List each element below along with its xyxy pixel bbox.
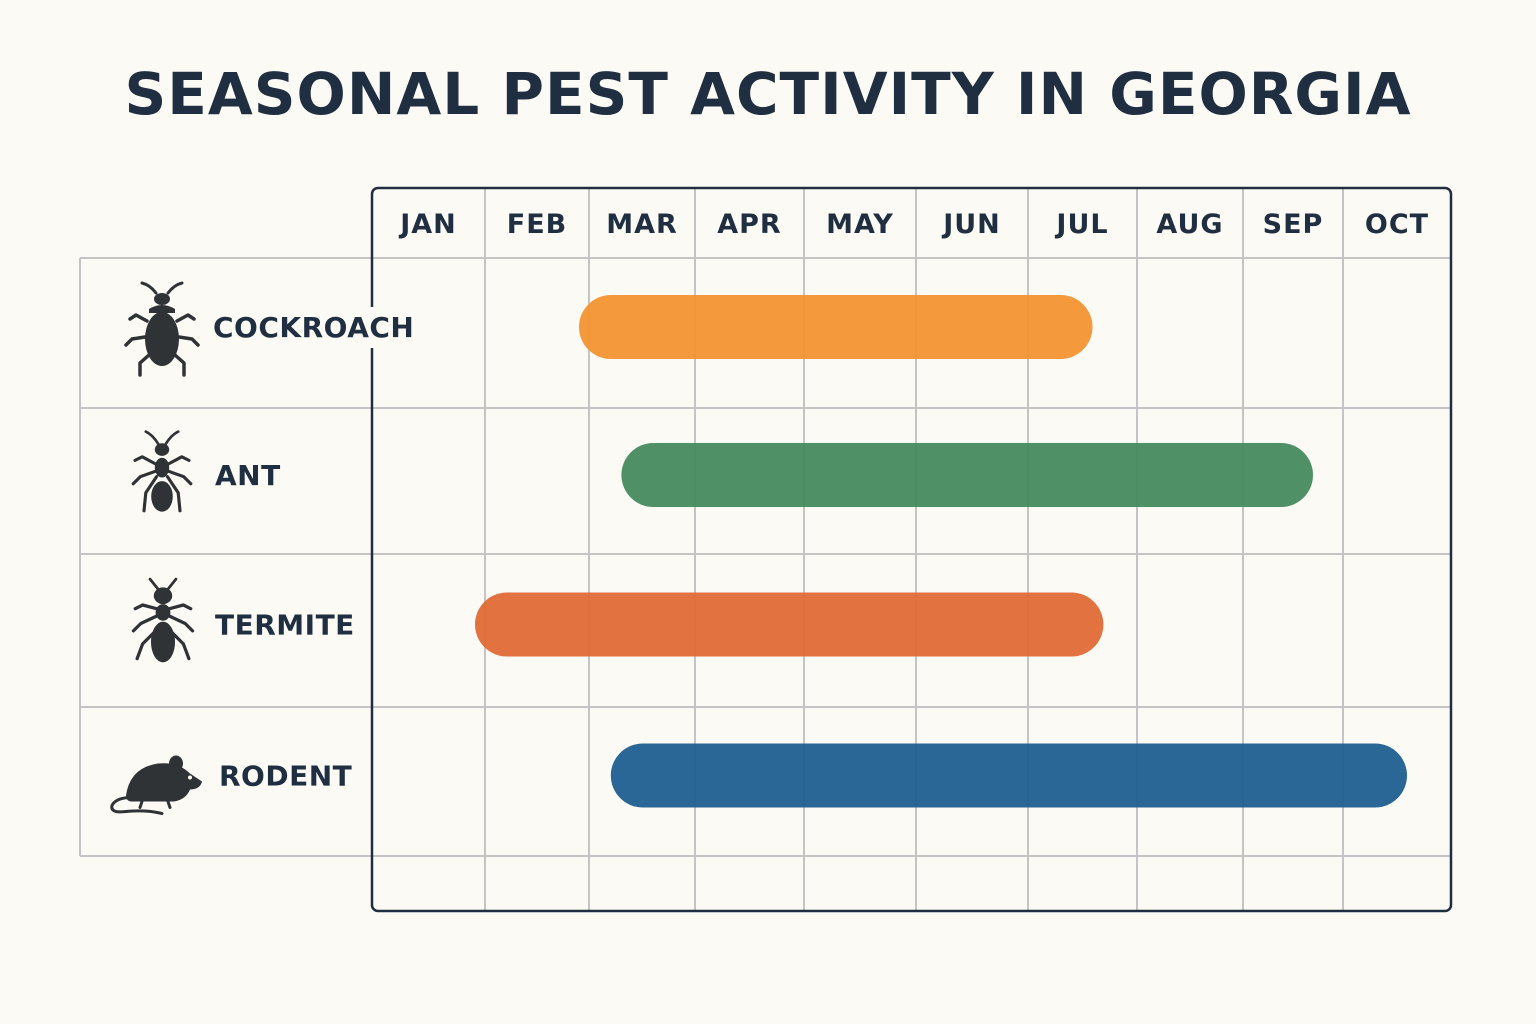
bar-ant (621, 443, 1313, 507)
ant-icon (131, 429, 193, 514)
bar-cockroach (579, 295, 1093, 359)
chart-frame (370, 186, 1453, 913)
chart-title: SEASONAL PEST ACTIVITY IN GEORGIA (124, 60, 1412, 128)
month-label-jul: JUL (1054, 209, 1108, 240)
month-label-apr: APR (717, 209, 781, 240)
month-label-may: MAY (826, 209, 894, 240)
label-mask (369, 307, 420, 348)
pest-label-cockroach: COCKROACH (213, 311, 414, 344)
pest-label-ant: ANT (215, 459, 281, 492)
month-label-jan: JAN (398, 209, 457, 240)
cockroach-icon (124, 281, 200, 377)
month-label-mar: MAR (606, 209, 678, 240)
pest-label-termite: TERMITE (215, 609, 355, 642)
month-label-feb: FEB (507, 209, 567, 240)
chart-border (370, 186, 1453, 913)
month-label-sep: SEP (1263, 209, 1324, 240)
month-label-oct: OCT (1365, 209, 1429, 240)
pest-label-rodent: RODENT (219, 760, 352, 793)
month-label-jun: JUN (941, 209, 1001, 240)
activity-bars (475, 295, 1407, 808)
bar-rodent (610, 743, 1407, 808)
month-label-aug: AUG (1156, 209, 1223, 240)
rodent-icon (110, 754, 204, 815)
pest-labels: COCKROACH ANT TERMITE RODENT (110, 281, 420, 815)
month-axis: JAN FEB MAR APR MAY JUN JUL AUG SEP OCT (398, 209, 1429, 240)
bar-termite (475, 592, 1104, 657)
termite-icon (131, 577, 195, 665)
